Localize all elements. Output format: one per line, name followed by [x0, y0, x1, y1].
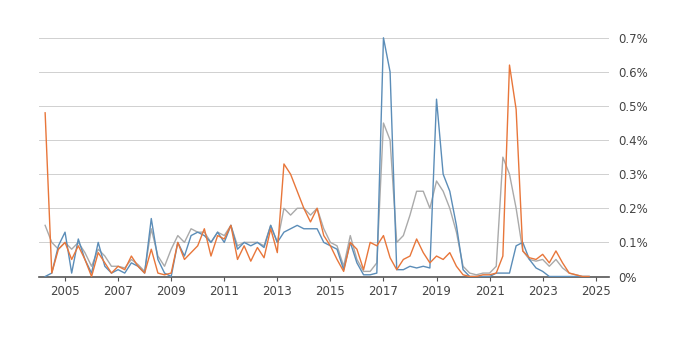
Contract [585, 274, 594, 279]
Contract [160, 273, 169, 277]
Line: Contract: Contract [45, 65, 589, 276]
Permanent [120, 271, 129, 275]
Contract [372, 244, 381, 248]
Permanent [379, 36, 388, 40]
All Job Vacancies [578, 274, 587, 279]
All Job Vacancies [74, 240, 83, 245]
All Job Vacancies [379, 121, 388, 125]
Contract [505, 63, 514, 67]
Line: Permanent: Permanent [45, 38, 589, 276]
All Job Vacancies [120, 266, 129, 270]
Contract [88, 274, 96, 279]
All Job Vacancies [439, 189, 447, 193]
All Job Vacancies [472, 273, 480, 277]
Permanent [585, 274, 594, 279]
Line: All Job Vacancies: All Job Vacancies [45, 123, 589, 276]
Contract [439, 257, 447, 261]
Permanent [74, 237, 83, 241]
Permanent [154, 257, 162, 261]
Permanent [472, 274, 480, 279]
All Job Vacancies [154, 254, 162, 258]
All Job Vacancies [585, 274, 594, 279]
Permanent [41, 274, 49, 279]
All Job Vacancies [366, 269, 375, 273]
Contract [472, 274, 480, 279]
Permanent [439, 172, 447, 176]
Contract [74, 244, 83, 248]
All Job Vacancies [41, 223, 49, 228]
Contract [41, 111, 49, 115]
Permanent [366, 273, 375, 277]
Contract [127, 254, 136, 258]
